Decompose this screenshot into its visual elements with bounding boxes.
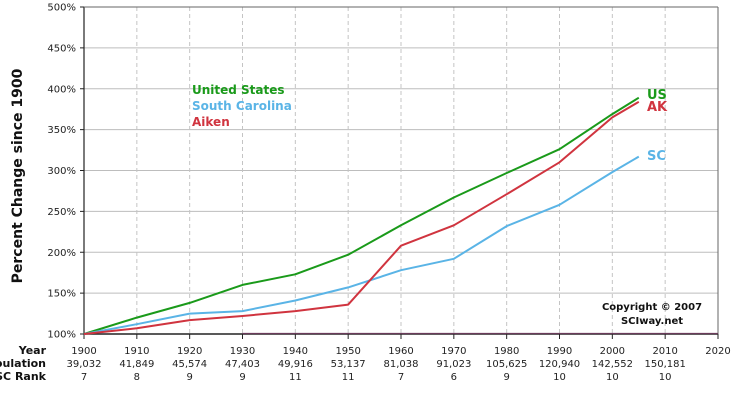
table-population: 47,403	[225, 359, 260, 370]
table-population: 105,625	[486, 359, 527, 370]
line-us	[83, 96, 640, 335]
y-tick-label: 500%	[47, 3, 76, 14]
y-tick-label: 450%	[47, 43, 76, 54]
table-population: 120,940	[539, 359, 580, 370]
table-population: 142,552	[592, 359, 633, 370]
table-sc-rank: 10	[606, 372, 619, 383]
axes	[83, 6, 719, 339]
table-year: 1970	[441, 346, 466, 357]
end-label-ak: AK	[647, 100, 668, 115]
table-population: 41,849	[119, 359, 154, 370]
table-year: 1960	[388, 346, 413, 357]
line-ak	[83, 100, 640, 335]
y-axis-label: Percent Change since 1900	[10, 68, 26, 283]
copyright-line-2: SCIway.net	[621, 316, 683, 327]
copyright-line-1: Copyright © 2007	[602, 302, 702, 313]
y-tick-label: 250%	[47, 207, 76, 218]
table-population: 91,023	[436, 359, 471, 370]
data-lines	[83, 96, 640, 335]
series-end-labels: US SC AK	[647, 88, 668, 164]
table-sc-rank: 10	[553, 372, 566, 383]
line-sc	[83, 155, 640, 335]
end-label-sc: SC	[647, 149, 666, 164]
table-sc-rank: 7	[81, 372, 87, 383]
table-year: 1930	[230, 346, 255, 357]
table-row-header: Year	[18, 344, 47, 357]
table-sc-rank: 11	[342, 372, 355, 383]
table-row-header: Population	[0, 357, 46, 370]
table-population: 53,137	[331, 359, 366, 370]
y-tick-label: 300%	[47, 166, 76, 177]
table-population: 81,038	[384, 359, 419, 370]
table-sc-rank: 9	[186, 372, 192, 383]
legend: United States South Carolina Aiken	[192, 83, 292, 129]
table-population: 45,574	[172, 359, 207, 370]
legend-item-sc: South Carolina	[192, 99, 292, 113]
grid-lines	[84, 6, 719, 334]
table-population: 150,181	[644, 359, 685, 370]
table-year: 1980	[494, 346, 519, 357]
y-tick-label: 200%	[47, 248, 76, 259]
table-sc-rank: 11	[289, 372, 302, 383]
y-axis-ticks: 100% 150% 200% 250% 300% 350% 400% 450% 500%	[47, 3, 84, 341]
table-sc-rank: 9	[239, 372, 245, 383]
end-label-us: US	[647, 88, 667, 103]
table-year: 2010	[652, 346, 677, 357]
table-year: 2020	[705, 346, 730, 357]
table-sc-rank: 7	[398, 372, 404, 383]
table-population: 49,916	[278, 359, 313, 370]
table-sc-rank: 6	[451, 372, 457, 383]
y-tick-label: 100%	[47, 330, 76, 341]
table-year: 1940	[283, 346, 308, 357]
table-year: 2000	[600, 346, 625, 357]
table-sc-rank: 10	[659, 372, 672, 383]
table-population: 39,032	[67, 359, 102, 370]
data-table: YearPopulationSC Rank 1900 39,032 7 1910 41,8…	[0, 344, 731, 383]
table-year: 1920	[177, 346, 202, 357]
y-tick-label: 350%	[47, 125, 76, 136]
table-row-header: SC Rank	[0, 370, 47, 383]
legend-item-us: United States	[192, 83, 285, 97]
table-year: 1900	[71, 346, 96, 357]
y-tick-label: 150%	[47, 289, 76, 300]
table-year: 1910	[124, 346, 149, 357]
y-tick-label: 400%	[47, 84, 76, 95]
table-year: 1950	[335, 346, 360, 357]
table-year: 1990	[547, 346, 572, 357]
table-sc-rank: 8	[134, 372, 140, 383]
legend-item-ak: Aiken	[192, 115, 230, 129]
table-sc-rank: 9	[503, 372, 509, 383]
